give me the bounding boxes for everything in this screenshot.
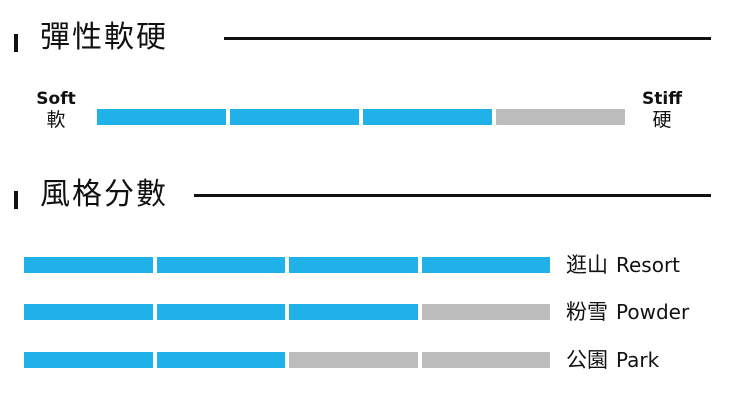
flex-rating-bar — [97, 109, 625, 125]
section-divider — [224, 37, 711, 40]
bar-segment-filled — [24, 304, 153, 320]
resort-label-zh: 逛山 — [566, 253, 608, 277]
park-label-en: Park — [616, 348, 660, 372]
section-marker — [14, 34, 18, 52]
bar-segment-filled — [156, 257, 285, 273]
rating-section-header: 風格分數 — [0, 175, 733, 215]
stiff-label-zh: 硬 — [652, 109, 672, 132]
rating-section-title: 風格分數 — [40, 177, 168, 212]
resort-rating-bar — [24, 257, 550, 273]
section-divider — [194, 194, 711, 197]
flex-section-header: 彈性軟硬 — [0, 18, 733, 58]
bar-segment-empty — [421, 352, 550, 368]
bar-segment-filled — [289, 257, 418, 273]
powder-rating-bar — [24, 304, 550, 320]
soft-label-en: Soft — [36, 89, 76, 109]
soft-label: Soft 軟 — [30, 89, 82, 132]
flex-section-title: 彈性軟硬 — [40, 20, 168, 55]
resort-label: 逛山 Resort — [566, 250, 680, 282]
powder-label-zh: 粉雪 — [566, 300, 608, 324]
rating-row-powder: 粉雪 Powder — [0, 297, 733, 327]
powder-label-en: Powder — [616, 300, 690, 324]
stiff-label-en: Stiff — [642, 89, 682, 109]
bar-segment-filled — [421, 257, 550, 273]
bar-segment-filled — [363, 109, 492, 125]
stiff-label: Stiff 硬 — [634, 89, 690, 132]
bar-segment-filled — [156, 304, 285, 320]
bar-segment-filled — [289, 304, 418, 320]
powder-label: 粉雪 Powder — [566, 297, 689, 329]
bar-segment-empty — [421, 304, 550, 320]
section-marker — [14, 191, 18, 209]
bar-segment-filled — [156, 352, 285, 368]
rating-row-resort: 逛山 Resort — [0, 250, 733, 280]
resort-label-en: Resort — [616, 253, 681, 277]
bar-segment-filled — [97, 109, 226, 125]
park-rating-bar — [24, 352, 550, 368]
park-label: 公園 Park — [566, 345, 659, 377]
rating-row-park: 公園 Park — [0, 345, 733, 375]
bar-segment-empty — [289, 352, 418, 368]
bar-segment-empty — [496, 109, 625, 125]
soft-label-zh: 軟 — [46, 109, 66, 132]
bar-segment-filled — [24, 352, 153, 368]
park-label-zh: 公園 — [566, 348, 608, 372]
bar-segment-filled — [230, 109, 359, 125]
bar-segment-filled — [24, 257, 153, 273]
